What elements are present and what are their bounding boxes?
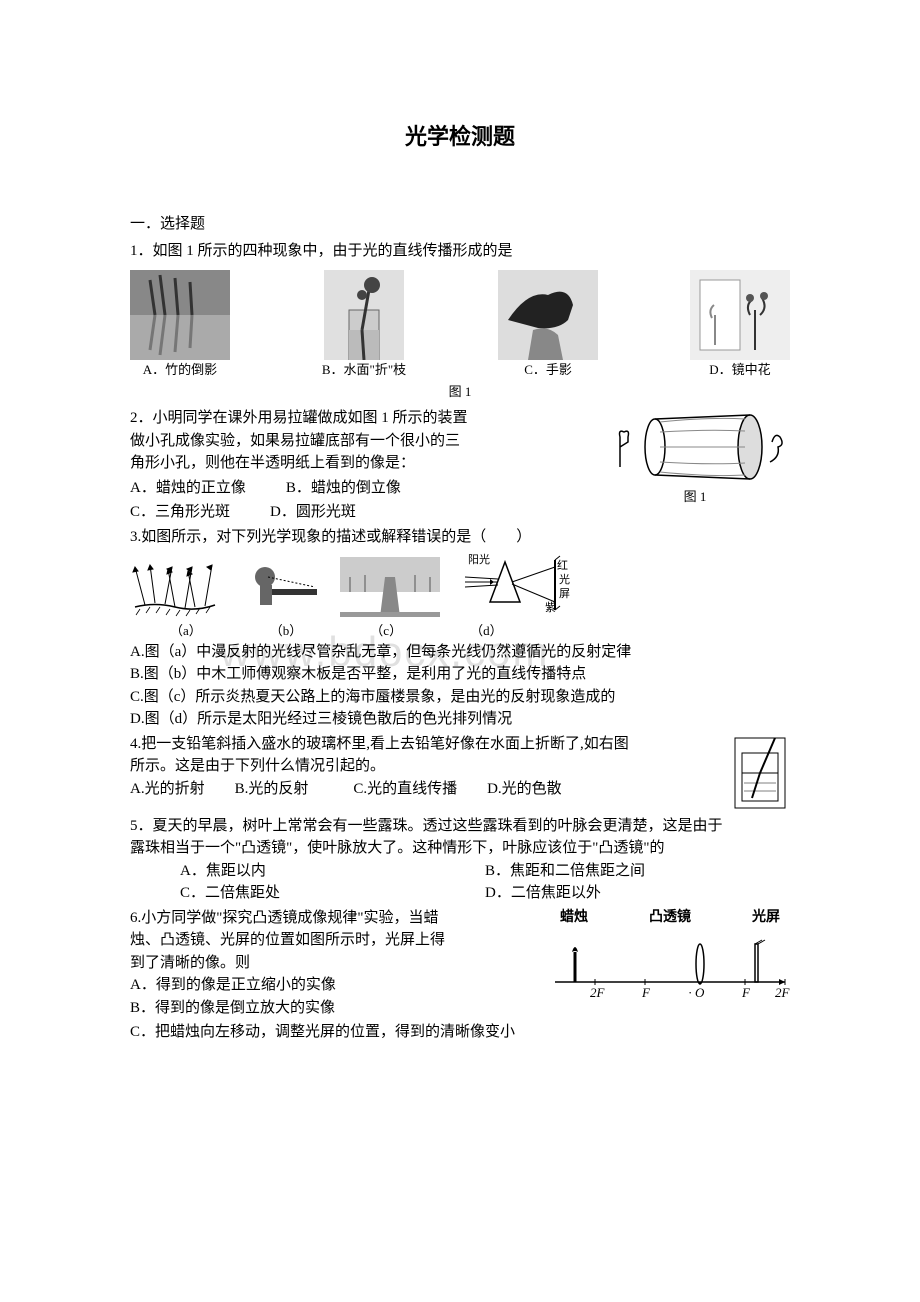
q6-o-dot: · — [688, 985, 692, 1000]
broken-branch-icon — [324, 270, 404, 360]
question-3: 3.如图所示，对下列光学现象的描述或解释错误的是（ ） — [130, 526, 790, 731]
q3-opt-c: C.图（c）所示炎热夏天公路上的海市蜃楼景象，是由光的反射现象造成的 — [130, 686, 790, 709]
q1-opt-d-label: D．镜中花 — [709, 360, 770, 380]
q4-line1: 4.把一支铅笔斜插入盛水的玻璃杯里,看上去铅笔好像在水面上折断了,如右图 — [130, 733, 722, 756]
q2-line3: 角形小孔，则他在半透明纸上看到的像是： — [130, 452, 590, 475]
q1-fig-d: D．镜中花 — [690, 270, 790, 380]
q3-text: 3.如图所示，对下列光学现象的描述或解释错误的是（ ） — [130, 526, 790, 549]
q3-label-c: （c） — [370, 621, 402, 641]
q3-label-a: （a） — [170, 621, 202, 641]
q5-line2: 露珠相当于一个"凸透镜"，使叶脉放大了。这种情形下，叶脉应该位于"凸透镜"的 — [130, 837, 790, 860]
page-content: 光学检测题 一．选择题 1．如图 1 所示的四种现象中，由于光的直线传播形成的是… — [130, 120, 790, 1044]
q3-violet-label: 紫 — [545, 600, 556, 617]
q2-line1: 2．小明同学在课外用易拉罐做成如图 1 所示的装置 — [130, 407, 590, 430]
pinhole-can-icon — [600, 407, 790, 487]
mirage-road-icon — [340, 557, 440, 617]
q1-fig-b: B．水面"折"枝 — [322, 270, 406, 380]
q6-2f-right: 2F — [775, 985, 790, 1000]
q2-opt-c: C．三角形光斑 — [130, 501, 230, 524]
lens-bench-icon: 2F F · O F 2F — [550, 932, 790, 1002]
q1-figure-caption: 图 1 — [130, 382, 790, 402]
q6-screen-label: 光屏 — [752, 907, 780, 928]
q6-2f-left: 2F — [590, 985, 606, 1000]
q1-opt-a-label: A．竹的倒影 — [143, 360, 217, 380]
diffuse-reflection-icon — [130, 557, 220, 617]
q3-label-d: （d） — [470, 621, 503, 641]
q5-opt-a: A．焦距以内 — [180, 860, 485, 883]
q5-opt-d: D．二倍焦距以外 — [485, 882, 790, 905]
pencil-in-water-icon — [730, 733, 790, 813]
question-2: 2．小明同学在课外用易拉罐做成如图 1 所示的装置 做小孔成像实验，如果易拉罐底… — [130, 407, 790, 524]
q6-f-left: F — [641, 985, 651, 1000]
hand-shadow-icon — [498, 270, 598, 360]
q1-fig-a: A．竹的倒影 — [130, 270, 230, 380]
q3-opt-a: A.图（a）中漫反射的光线尽管杂乱无章，但每条光线仍然遵循光的反射定律 — [130, 641, 790, 664]
q3-sun-label: 阳光 — [468, 552, 490, 569]
q1-fig-c: C．手影 — [498, 270, 598, 380]
q6-opt-b: B．得到的像是倒立放大的实像 — [130, 997, 540, 1020]
q2-opt-a: A．蜡烛的正立像 — [130, 477, 246, 500]
question-5: 5．夏天的早晨，树叶上常常会有一些露珠。透过这些露珠看到的叶脉会更清楚，这是由于… — [130, 815, 790, 905]
q6-o: O — [695, 985, 705, 1000]
q6-line3: 到了清晰的像。则 — [130, 952, 540, 975]
q1-opt-b-label: B．水面"折"枝 — [322, 360, 406, 380]
q5-opt-c: C．二倍焦距处 — [180, 882, 485, 905]
section-title: 一．选择题 — [130, 213, 790, 236]
q3-opt-b: B.图（b）中木工师傅观察木板是否平整，是利用了光的直线传播特点 — [130, 663, 790, 686]
q3-label-b: （b） — [270, 621, 303, 641]
q6-line1: 6.小方同学做"探究凸透镜成像规律"实验，当蜡 — [130, 907, 540, 930]
carpenter-sight-icon — [240, 557, 320, 617]
page-title: 光学检测题 — [130, 120, 790, 153]
q6-f-right: F — [741, 985, 751, 1000]
question-6: 6.小方同学做"探究凸透镜成像规律"实验，当蜡 烛、凸透镜、光屏的位置如图所示时… — [130, 907, 790, 1020]
q1-text: 1．如图 1 所示的四种现象中，由于光的直线传播形成的是 — [130, 240, 790, 263]
q2-figure-caption: 图 1 — [684, 487, 707, 507]
question-1: 1．如图 1 所示的四种现象中，由于光的直线传播形成的是 A．竹的倒影 — [130, 240, 790, 402]
mirror-flower-icon — [690, 270, 790, 360]
q6-candle-label: 蜡烛 — [560, 907, 588, 928]
q6-line2: 烛、凸透镜、光屏的位置如图所示时，光屏上得 — [130, 929, 540, 952]
question-4: 4.把一支铅笔斜插入盛水的玻璃杯里,看上去铅笔好像在水面上折断了,如右图 所示。… — [130, 733, 790, 813]
q4-line2: 所示。这是由于下列什么情况引起的。 — [130, 755, 722, 778]
q2-line2: 做小孔成像实验，如果易拉罐底部有一个很小的三 — [130, 430, 590, 453]
q6-opt-c: C．把蜡烛向左移动，调整光屏的位置，得到的清晰像变小 — [130, 1021, 790, 1044]
q1-opt-c-label: C．手影 — [524, 360, 572, 380]
q3-opt-d: D.图（d）所示是太阳光经过三棱镜色散后的色光排列情况 — [130, 708, 790, 731]
q6-lens-label: 凸透镜 — [649, 907, 691, 928]
bamboo-reflection-icon — [130, 270, 230, 360]
q6-opt-a: A．得到的像是正立缩小的实像 — [130, 974, 540, 997]
q5-line1: 5．夏天的早晨，树叶上常常会有一些露珠。透过这些露珠看到的叶脉会更清楚，这是由于 — [130, 815, 790, 838]
q5-opt-b: B．焦距和二倍焦距之间 — [485, 860, 790, 883]
q2-opt-d: D．圆形光斑 — [270, 501, 356, 524]
q4-opts: A.光的折射 B.光的反射 C.光的直线传播 D.光的色散 — [130, 778, 722, 801]
q1-figure-row: A．竹的倒影 B．水面"折"枝 — [130, 270, 790, 380]
q3-screen-label: 屏 — [559, 586, 570, 603]
q2-opt-b: B．蜡烛的倒立像 — [286, 477, 401, 500]
